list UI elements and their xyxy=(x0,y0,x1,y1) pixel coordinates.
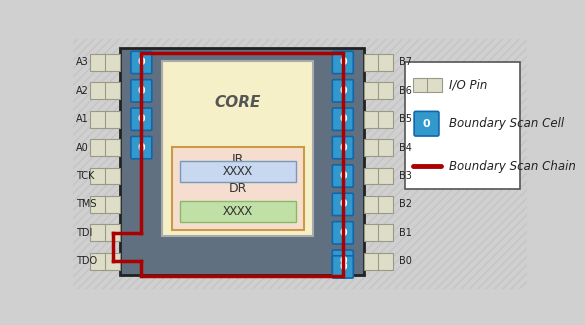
Text: 0: 0 xyxy=(339,171,347,181)
Bar xyxy=(90,111,119,128)
Text: 0: 0 xyxy=(339,86,347,96)
Text: B3: B3 xyxy=(398,171,411,181)
Text: A0: A0 xyxy=(76,143,89,153)
Text: 0: 0 xyxy=(137,143,145,153)
Text: XXXX: XXXX xyxy=(223,165,253,178)
Bar xyxy=(364,196,393,213)
Text: A3: A3 xyxy=(76,58,89,67)
Text: B7: B7 xyxy=(398,58,412,67)
Text: 0: 0 xyxy=(339,114,347,124)
Text: 0: 0 xyxy=(339,143,347,153)
Bar xyxy=(364,82,393,99)
FancyBboxPatch shape xyxy=(131,136,152,159)
FancyBboxPatch shape xyxy=(332,256,353,278)
Text: B4: B4 xyxy=(398,143,411,153)
Bar xyxy=(119,48,364,275)
Text: 0: 0 xyxy=(339,58,347,67)
Bar xyxy=(364,139,393,156)
Bar xyxy=(90,168,119,185)
Text: 0: 0 xyxy=(137,58,145,67)
Bar xyxy=(90,196,119,213)
FancyBboxPatch shape xyxy=(332,51,353,73)
Bar xyxy=(364,111,393,128)
Bar xyxy=(162,60,314,236)
Text: B6: B6 xyxy=(398,86,411,96)
Text: TCK: TCK xyxy=(76,171,95,181)
Bar xyxy=(364,54,393,71)
Bar xyxy=(364,224,393,241)
Text: IR: IR xyxy=(232,153,245,166)
Text: 0: 0 xyxy=(339,228,347,238)
Text: 0: 0 xyxy=(339,200,347,209)
Bar xyxy=(364,168,393,185)
Bar xyxy=(90,82,119,99)
Text: CORE: CORE xyxy=(215,96,261,111)
Text: XXXX: XXXX xyxy=(223,205,253,218)
Text: B0: B0 xyxy=(398,256,411,266)
Text: 0: 0 xyxy=(339,262,347,272)
FancyBboxPatch shape xyxy=(332,193,353,215)
FancyBboxPatch shape xyxy=(332,165,353,187)
Text: B1: B1 xyxy=(398,228,411,238)
FancyBboxPatch shape xyxy=(332,250,353,272)
Text: B2: B2 xyxy=(398,200,412,209)
Text: 0: 0 xyxy=(339,256,347,266)
Text: 0: 0 xyxy=(137,86,145,96)
FancyBboxPatch shape xyxy=(131,51,152,73)
Bar xyxy=(405,62,519,189)
Text: TDI: TDI xyxy=(76,228,92,238)
Bar xyxy=(180,161,297,182)
Bar xyxy=(90,224,119,241)
FancyBboxPatch shape xyxy=(131,80,152,102)
Text: I/O Pin: I/O Pin xyxy=(449,79,487,92)
FancyBboxPatch shape xyxy=(332,108,353,130)
Text: A2: A2 xyxy=(76,86,89,96)
Bar xyxy=(90,54,119,71)
Bar xyxy=(90,139,119,156)
Bar xyxy=(173,147,304,230)
FancyBboxPatch shape xyxy=(332,136,353,159)
Bar xyxy=(180,201,297,222)
Text: DR: DR xyxy=(229,182,247,195)
Bar xyxy=(412,78,442,92)
Text: 0: 0 xyxy=(423,119,431,129)
Text: Boundary Scan Chain: Boundary Scan Chain xyxy=(449,160,576,173)
FancyBboxPatch shape xyxy=(414,111,439,136)
Text: TDO: TDO xyxy=(76,256,97,266)
Text: B5: B5 xyxy=(398,114,412,124)
Text: Boundary Scan Cell: Boundary Scan Cell xyxy=(449,117,564,130)
FancyBboxPatch shape xyxy=(332,80,353,102)
Text: TMS: TMS xyxy=(76,200,97,209)
Text: 0: 0 xyxy=(137,114,145,124)
Bar xyxy=(364,253,393,270)
Bar xyxy=(90,253,119,270)
FancyBboxPatch shape xyxy=(332,222,353,244)
FancyBboxPatch shape xyxy=(131,108,152,130)
Text: A1: A1 xyxy=(76,114,89,124)
